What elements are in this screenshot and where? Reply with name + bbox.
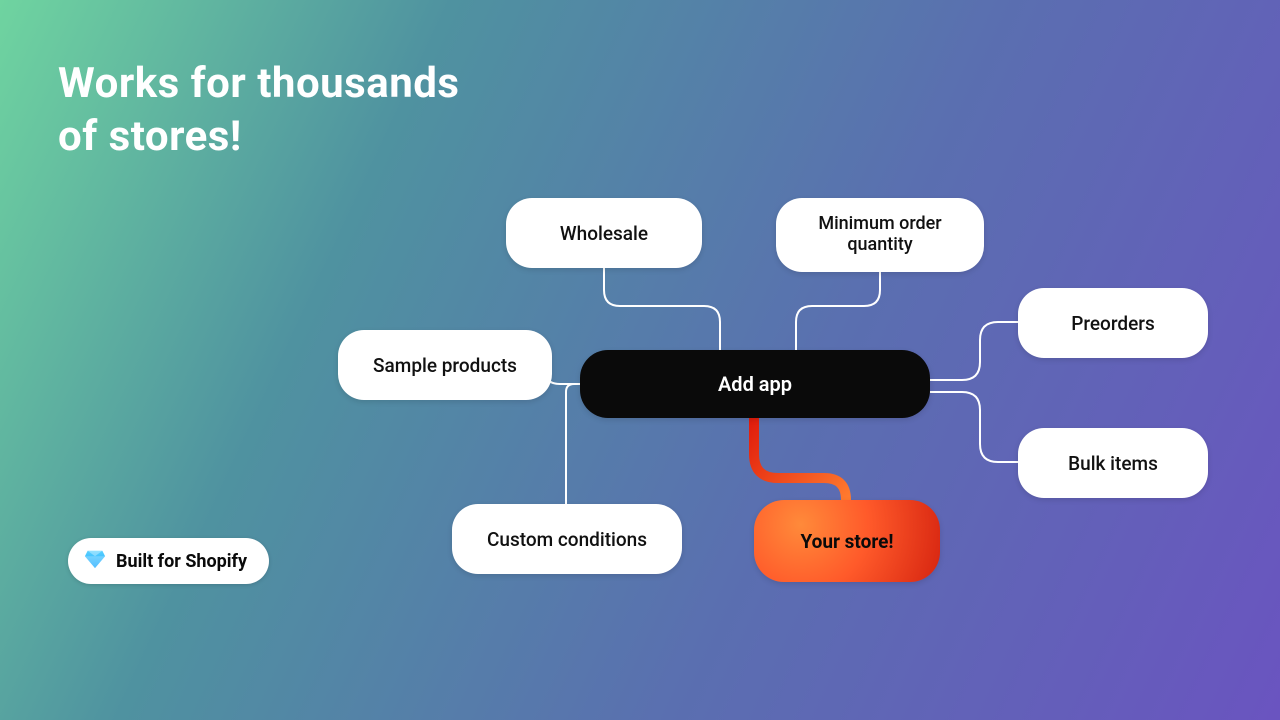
headline-line1: Works for thousands	[58, 58, 460, 111]
node-center: Add app	[580, 350, 930, 418]
node-label: Custom conditions	[487, 528, 647, 551]
edge-center-wholesale	[604, 268, 720, 350]
node-custom: Custom conditions	[452, 504, 682, 574]
badge-label: Built for Shopify	[116, 551, 247, 572]
node-sample: Sample products	[338, 330, 552, 400]
node-bulk: Bulk items	[1018, 428, 1208, 498]
node-preorders: Preorders	[1018, 288, 1208, 358]
node-label: Preorders	[1071, 312, 1155, 335]
edge-center-moq	[796, 272, 880, 350]
node-label: Add app	[718, 372, 792, 396]
node-yourstore: Your store!	[754, 500, 940, 582]
diamond-icon	[84, 548, 106, 574]
node-label: Sample products	[373, 354, 517, 377]
infographic-canvas: Works for thousands of stores! Add app Wh…	[0, 0, 1280, 720]
edge-center-preorders	[930, 322, 1018, 380]
edge-center-bulk	[930, 392, 1018, 462]
node-moq: Minimum order quantity	[776, 198, 984, 272]
node-label: Your store!	[800, 530, 893, 553]
built-for-shopify-badge: Built for Shopify	[68, 538, 269, 584]
node-label: Minimum order quantity	[790, 214, 970, 255]
headline: Works for thousands of stores!	[58, 58, 460, 163]
edge-center-custom	[566, 384, 580, 504]
node-wholesale: Wholesale	[506, 198, 702, 268]
edge-center-yourstore	[754, 418, 846, 500]
headline-line2: of stores!	[58, 111, 460, 164]
node-label: Bulk items	[1068, 452, 1158, 475]
node-label: Wholesale	[560, 222, 648, 245]
